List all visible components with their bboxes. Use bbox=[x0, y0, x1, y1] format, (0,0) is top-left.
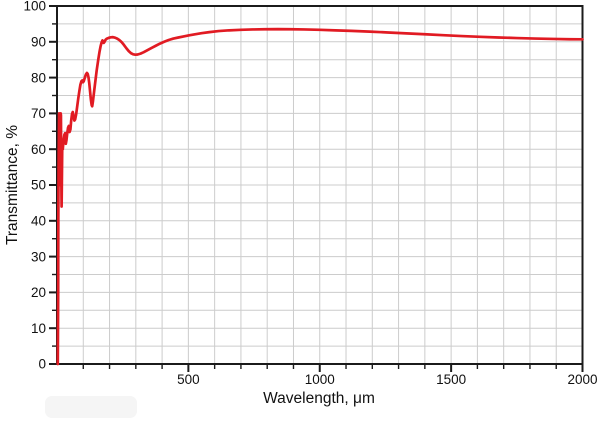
x-tick-label: 500 bbox=[177, 372, 200, 387]
y-tick-label: 60 bbox=[31, 142, 46, 157]
plot-frame bbox=[56, 5, 584, 365]
x-axis-title: Wavelength, μm bbox=[263, 390, 375, 407]
y-tick-label: 30 bbox=[31, 249, 46, 264]
transmittance-curve bbox=[56, 27, 584, 366]
y-tick-label: 70 bbox=[31, 106, 46, 121]
x-tick-label: 1500 bbox=[436, 372, 466, 387]
y-tick-label: 100 bbox=[23, 0, 46, 14]
y-tick-label: 40 bbox=[31, 214, 46, 229]
plot-generated-layer: 500 1000 1500 2000 0 10 20 30 40 50 60 70 80 90 100 bbox=[23, 0, 597, 387]
x-tick-label: 2000 bbox=[567, 372, 597, 387]
y-tick-label: 90 bbox=[31, 35, 46, 50]
y-tick-label: 10 bbox=[31, 321, 46, 336]
y-tick-label: 0 bbox=[38, 357, 46, 372]
x-tick-label: 1000 bbox=[305, 372, 335, 387]
watermark-remnant bbox=[45, 396, 137, 418]
y-tick-label: 80 bbox=[31, 70, 46, 85]
y-axis-title: Transmittance, % bbox=[4, 125, 21, 245]
y-tick-label: 50 bbox=[31, 178, 46, 193]
y-tick-label: 20 bbox=[31, 285, 46, 300]
